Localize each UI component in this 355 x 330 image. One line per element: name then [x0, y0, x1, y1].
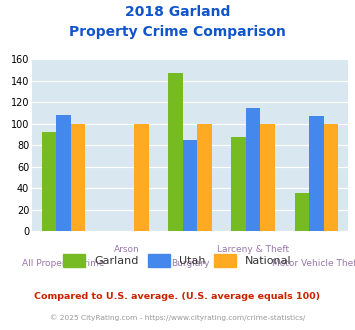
Text: Burglary: Burglary — [171, 259, 209, 268]
Bar — [231, 137, 246, 231]
Bar — [168, 73, 183, 231]
Text: © 2025 CityRating.com - https://www.cityrating.com/crime-statistics/: © 2025 CityRating.com - https://www.city… — [50, 314, 305, 321]
Bar — [183, 140, 197, 231]
Text: Property Crime Comparison: Property Crime Comparison — [69, 25, 286, 39]
Bar — [71, 124, 85, 231]
Text: 2018 Garland: 2018 Garland — [125, 5, 230, 19]
Legend: Garland, Utah, National: Garland, Utah, National — [63, 254, 292, 267]
Bar — [42, 132, 56, 231]
Bar — [246, 108, 260, 231]
Bar — [134, 124, 148, 231]
Text: All Property Crime: All Property Crime — [22, 259, 105, 268]
Text: Larceny & Theft: Larceny & Theft — [217, 245, 289, 254]
Text: Motor Vehicle Theft: Motor Vehicle Theft — [272, 259, 355, 268]
Bar — [323, 124, 338, 231]
Text: Compared to U.S. average. (U.S. average equals 100): Compared to U.S. average. (U.S. average … — [34, 292, 321, 301]
Bar — [295, 193, 309, 231]
Bar — [197, 124, 212, 231]
Bar — [260, 124, 275, 231]
Bar — [56, 115, 71, 231]
Bar — [309, 116, 323, 231]
Text: Arson: Arson — [114, 245, 140, 254]
